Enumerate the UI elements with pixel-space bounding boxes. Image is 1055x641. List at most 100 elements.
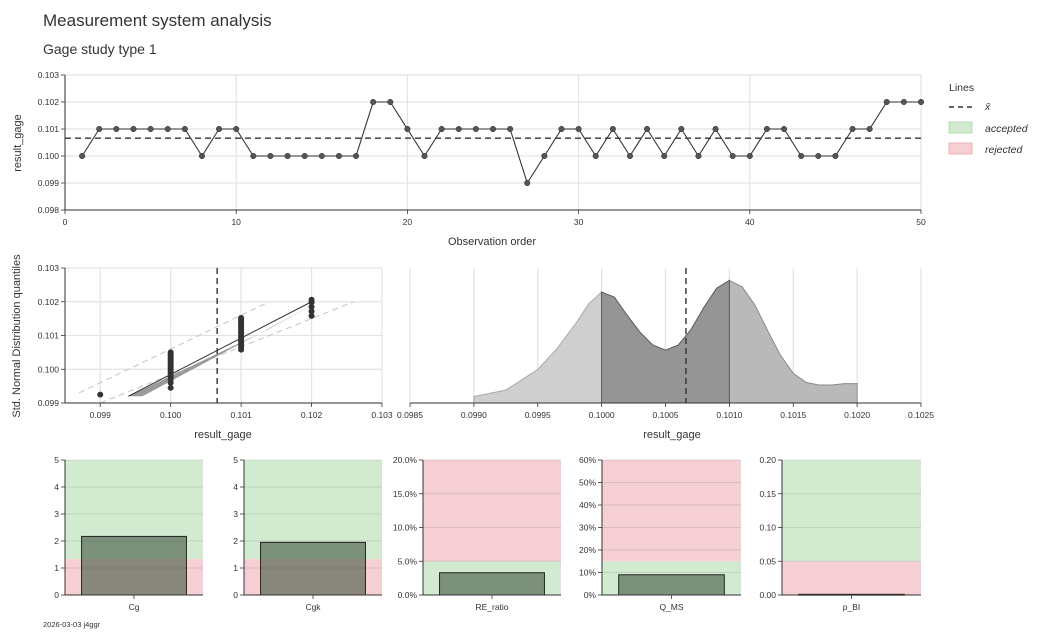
- y-tick-label: 10.0%: [393, 523, 418, 533]
- data-point: [301, 152, 308, 160]
- data-point: [79, 152, 86, 160]
- data-point: [780, 125, 788, 133]
- y-tick-label: 0.102: [38, 297, 60, 307]
- legend-rejected-swatch: [948, 142, 973, 155]
- y-tick-label: 10%: [579, 568, 596, 578]
- series-line: [81, 101, 921, 185]
- x-tick-label: 0.1020: [844, 410, 870, 420]
- y-tick-label: 30%: [579, 523, 596, 533]
- Cgk-category-label: Cgk: [305, 602, 321, 612]
- data-point: [96, 125, 103, 133]
- Cg-bar: [81, 535, 187, 596]
- data-point: [250, 152, 257, 160]
- Q_MS-rejected-zone: [602, 460, 741, 562]
- x-tick-label: 0.099: [90, 410, 112, 420]
- data-point: [541, 152, 548, 160]
- data-point: [308, 296, 315, 303]
- y-tick-label: 5: [54, 455, 59, 465]
- data-point: [609, 125, 616, 133]
- data-point: [267, 152, 274, 160]
- Q_MS-bar: [618, 574, 725, 596]
- data-point: [900, 98, 907, 106]
- y-tick-label: 15.0%: [393, 489, 418, 499]
- data-point: [455, 125, 462, 133]
- data-point: [421, 152, 428, 160]
- data-point: [917, 98, 925, 106]
- data-point: [438, 125, 445, 133]
- y-tick-label: 20%: [579, 545, 596, 555]
- y-tick-label: 0.0%: [398, 590, 418, 600]
- footer-stamp: 2026-03-03 j4ggr: [43, 620, 101, 629]
- Cgk-bar: [260, 541, 366, 596]
- y-tick-label: 0.00: [759, 590, 776, 600]
- data-point: [147, 125, 154, 133]
- data-point: [238, 314, 245, 321]
- data-point: [507, 125, 514, 133]
- data-point: [472, 125, 479, 133]
- x-tick-label: 0.0995: [525, 410, 551, 420]
- legend-title: Lines: [949, 82, 974, 94]
- data-point: [97, 391, 104, 398]
- data-point: [866, 125, 873, 133]
- legend-item-mean: x̄: [984, 101, 991, 113]
- y-tick-label: 4: [233, 482, 238, 492]
- x-tick-label: 0.101: [230, 410, 252, 420]
- data-point: [832, 152, 839, 160]
- probability-plot-xlabel: result_gage: [194, 429, 252, 441]
- y-tick-label: 20.0%: [393, 455, 418, 465]
- page-title: Measurement system analysis: [43, 11, 272, 30]
- data-point: [712, 125, 719, 133]
- capability-bar-charts: 0 1 2 3 4 5 Cg 0 1 2 3 4 5 Cgk 0.0% 5.0% 10.0% 15.0% 20.0%…: [54, 455, 921, 612]
- data-point: [575, 125, 582, 133]
- x-tick-label: 0.1025: [908, 410, 934, 420]
- RE_ratio-category-label: RE_ratio: [475, 602, 508, 612]
- x-tick-label: 30: [574, 217, 584, 227]
- x-tick-label: 0.102: [301, 410, 323, 420]
- y-tick-label: 2: [233, 536, 238, 546]
- RE_ratio-rejected-zone: [423, 460, 561, 562]
- data-point: [164, 125, 171, 133]
- x-tick-label: 0.1010: [716, 410, 742, 420]
- run-chart-xlabel: Observation order: [448, 236, 536, 248]
- data-point: [167, 384, 174, 391]
- x-tick-label: 0.103: [371, 410, 393, 420]
- data-point: [626, 152, 634, 160]
- x-tick-label: 0.0985: [397, 410, 423, 420]
- probability-plot-ylabel: Std. Normal Distribution quantiles: [11, 254, 23, 418]
- data-point: [849, 125, 856, 133]
- legend-item-accepted: accepted: [985, 123, 1029, 135]
- y-tick-label: 0: [233, 590, 238, 600]
- fit-line: [128, 301, 312, 397]
- legend: Lines x̄ accepted rejected: [948, 82, 1029, 156]
- density-plot: 0.0985 0.0990 0.0995 0.1000 0.1005 0.1010 0.10…: [397, 268, 934, 420]
- data-point: [763, 125, 770, 133]
- x-tick-label: 40: [745, 217, 755, 227]
- y-tick-label: 0.101: [38, 331, 60, 341]
- data-point: [308, 312, 315, 319]
- legend-accepted-swatch: [948, 121, 973, 134]
- data-point: [308, 308, 315, 315]
- data-point: [198, 152, 206, 160]
- data-point: [729, 152, 736, 160]
- y-tick-label: 0.099: [38, 398, 60, 408]
- data-point: [524, 179, 531, 187]
- data-point: [308, 303, 315, 310]
- legend-item-rejected: rejected: [985, 144, 1024, 156]
- probability-plot: 0.099 0.100 0.101 0.102 0.103 0.099 0.100 0.101…: [38, 263, 393, 420]
- density-xlabel: result_gage: [643, 429, 701, 441]
- y-tick-label: 0%: [584, 590, 597, 600]
- x-tick-label: 0.100: [160, 410, 182, 420]
- data-point: [216, 125, 223, 133]
- data-point: [113, 125, 120, 133]
- run-chart-ylabel: result_gage: [12, 114, 24, 172]
- y-tick-label: 5: [233, 455, 238, 465]
- y-tick-label: 40%: [579, 500, 596, 510]
- data-point: [387, 98, 394, 106]
- data-point: [815, 152, 822, 160]
- data-point: [644, 125, 651, 133]
- y-tick-label: 60%: [579, 455, 596, 465]
- data-point: [746, 152, 753, 160]
- Cg-category-label: Cg: [129, 602, 140, 612]
- run-chart: 0.098 0.099 0.100 0.101 0.102 0.103 0 10 20 30 40 5…: [38, 70, 926, 227]
